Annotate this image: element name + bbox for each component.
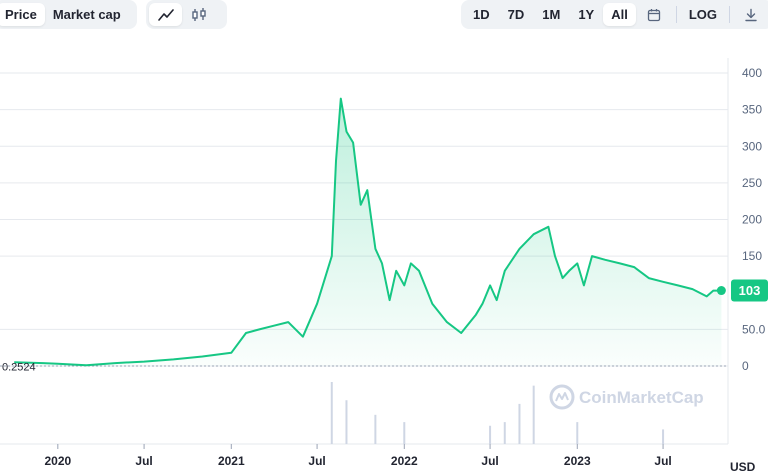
current-price-dot	[716, 286, 726, 296]
candlestick-icon	[191, 7, 206, 21]
chart-type-toggle	[146, 0, 227, 29]
y-tick-label: 250	[742, 176, 762, 190]
volume-bar	[345, 400, 348, 444]
toolbar-divider	[675, 6, 677, 23]
y-tick-label: 50.0	[742, 322, 766, 336]
tab-market-cap[interactable]: Market cap	[52, 7, 121, 22]
volume-bar	[330, 382, 333, 444]
log-scale-button[interactable]: LOG	[688, 7, 718, 22]
currency-label: USD	[730, 460, 756, 471]
chart-toolbar: Price Market cap 1D 7D 1M 1Y All	[0, 0, 768, 30]
volume-bar	[374, 414, 377, 444]
y-tick-label: 200	[742, 213, 762, 227]
line-chart-button[interactable]	[149, 3, 182, 26]
price-area-fill	[14, 98, 722, 366]
price-line	[14, 97, 722, 367]
line-chart-icon	[157, 8, 174, 21]
range-toggle: 1D 7D 1M 1Y All LOG	[461, 0, 768, 29]
y-tick-label: 350	[742, 103, 762, 117]
y-tick-label: 150	[742, 249, 762, 263]
current-price-label: 103	[739, 283, 761, 298]
y-tick-label: 300	[742, 139, 762, 153]
toolbar-divider	[729, 6, 731, 23]
metric-toggle: Price Market cap	[0, 0, 137, 29]
candlestick-button[interactable]	[182, 3, 215, 26]
volume-bar	[532, 385, 535, 444]
start-value-label: 0.2524	[2, 361, 36, 373]
volume-bar	[662, 429, 665, 444]
x-tick-label: 2021	[218, 454, 245, 468]
volume-bar	[576, 422, 579, 444]
watermark-text: CoinMarketCap	[579, 388, 704, 407]
x-tick-label: Jul	[308, 454, 325, 468]
calendar-button[interactable]	[636, 3, 672, 26]
download-icon	[744, 8, 757, 21]
y-tick-label: 0	[742, 359, 749, 373]
y-tick-label: 400	[742, 66, 762, 80]
range-all[interactable]: All	[603, 3, 636, 26]
x-tick-label: 2022	[391, 454, 418, 468]
range-7d[interactable]: 7D	[507, 7, 525, 22]
tab-price[interactable]: Price	[0, 3, 45, 26]
x-tick-label: Jul	[135, 454, 152, 468]
volume-bar	[503, 422, 506, 444]
coinmarketcap-watermark: CoinMarketCap	[549, 384, 704, 410]
volume-bar	[403, 422, 406, 444]
x-tick-label: 2023	[564, 454, 591, 468]
volume-bar	[489, 425, 492, 444]
range-1y[interactable]: 1Y	[578, 7, 595, 22]
x-tick-label: 2020	[44, 454, 71, 468]
calendar-icon	[647, 8, 660, 21]
current-price-tag	[731, 279, 768, 302]
x-tick-label: Jul	[654, 454, 671, 468]
coinmarketcap-logo-icon	[549, 384, 575, 410]
x-tick-label: Jul	[481, 454, 498, 468]
range-1m[interactable]: 1M	[542, 7, 561, 22]
range-1d[interactable]: 1D	[473, 7, 490, 22]
volume-bar	[518, 403, 521, 444]
download-button[interactable]	[734, 3, 767, 26]
